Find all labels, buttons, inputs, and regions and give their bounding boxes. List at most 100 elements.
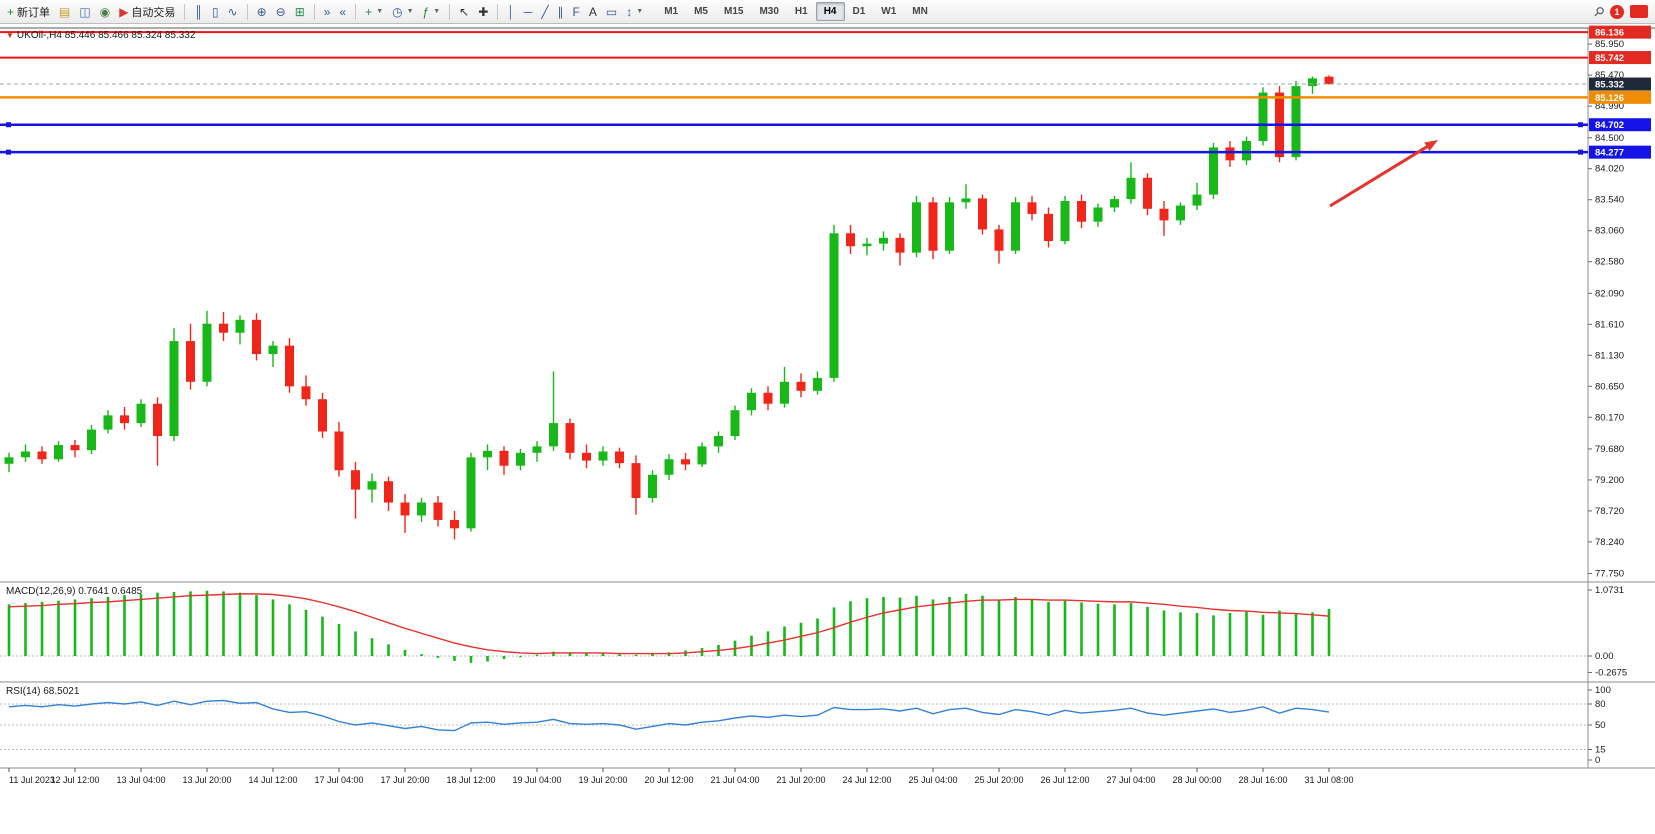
- notification-count-badge[interactable]: 1: [1610, 4, 1624, 19]
- horizontal-line-button[interactable]: ─: [520, 1, 537, 23]
- candle-body: [1093, 207, 1103, 222]
- candle-body: [153, 403, 162, 437]
- candle-body: [714, 436, 723, 447]
- cursor-icon: ↖: [459, 4, 470, 19]
- toolbar-separator: [313, 3, 315, 20]
- chart-shift-button[interactable]: «: [335, 1, 350, 23]
- fibonacci-icon: F: [572, 4, 580, 19]
- blue-support-line-upper-handle[interactable]: [6, 122, 11, 128]
- blue-support-line-lower-handle[interactable]: [1578, 149, 1583, 155]
- toolbar-separator: [449, 3, 451, 20]
- candle-body: [450, 519, 459, 529]
- time-axis-label: 25 Jul 20:00: [974, 775, 1023, 785]
- crosshair-button[interactable]: ✚: [474, 1, 492, 23]
- zoom-in-button[interactable]: ⊕: [253, 1, 271, 23]
- bars-chart-type-icon: ║: [194, 4, 203, 19]
- macd-axis-label: -0.2675: [1595, 667, 1627, 678]
- shapes-tool-button[interactable]: ▭: [602, 1, 621, 23]
- blue-support-line-lower-handle[interactable]: [6, 149, 11, 155]
- timeframe-m15-button[interactable]: M15: [724, 6, 744, 17]
- rsi-axis-label: 80: [1595, 699, 1606, 710]
- price-axis[interactable]: 85.950 85.470 84.990 84.500 84.020 83.540 83.0…: [1588, 25, 1651, 766]
- algo-trading-button[interactable]: ▶ 自动交易: [115, 1, 179, 23]
- candle-body: [301, 386, 311, 400]
- candle-body: [747, 392, 756, 411]
- tile-windows-icon: ⊞: [294, 4, 305, 19]
- price-axis-label: 80.170: [1595, 412, 1624, 423]
- timeframe-m5-button[interactable]: M5: [694, 6, 708, 17]
- candlestick-chart-type-icon: ▯: [211, 4, 219, 19]
- candle-body: [21, 451, 30, 458]
- time-axis-label: 28 Jul 16:00: [1238, 775, 1287, 785]
- arrows-tool-button[interactable]: ↕ ▼: [622, 1, 647, 23]
- candle-body: [846, 233, 855, 247]
- timeframe-selector: M1 M5 M15 M30 H1 H4 D1 W1 MN: [656, 2, 936, 21]
- bars-chart-type-button[interactable]: ║: [190, 1, 207, 23]
- price-chart[interactable]: 85.950 85.470 84.990 84.500 84.020 83.540 83.0…: [0, 24, 1655, 834]
- candle-body: [1192, 194, 1202, 206]
- timeframe-h1-button[interactable]: H1: [794, 6, 808, 17]
- macd-panel: [0, 590, 1588, 663]
- candle-body: [1077, 201, 1086, 222]
- time-axis-label: 27 Jul 04:00: [1106, 775, 1155, 785]
- cursor-button[interactable]: ↖: [455, 1, 473, 23]
- periods-icon: ◷: [392, 4, 403, 19]
- rsi-axis-label: 50: [1595, 720, 1606, 731]
- rsi-panel: [0, 699, 1588, 750]
- price-axis-label: 82.090: [1595, 288, 1624, 299]
- price-axis-label: 84.020: [1595, 164, 1624, 175]
- timeframe-h4-button[interactable]: H4: [815, 2, 845, 21]
- rsi-axis-label: 0: [1595, 755, 1600, 766]
- arrows-tool-icon: ↕: [626, 4, 633, 19]
- price-axis-label: 85.470: [1595, 70, 1624, 81]
- fibonacci-button[interactable]: F: [569, 1, 584, 23]
- candle-body: [582, 452, 591, 461]
- candle-body: [103, 415, 113, 430]
- new-order-button[interactable]: + 新订单: [3, 1, 54, 23]
- timeframe-mn-button[interactable]: MN: [912, 6, 928, 17]
- price-axis-label: 83.540: [1595, 195, 1624, 206]
- price-axis-label: 79.680: [1595, 444, 1624, 455]
- candle-body: [1027, 202, 1037, 214]
- data-window-button[interactable]: ◫: [75, 1, 94, 23]
- candle-body: [367, 481, 377, 490]
- horizontal-line-icon: ─: [523, 4, 533, 19]
- candle-body: [780, 381, 789, 404]
- text-tool-button[interactable]: A: [585, 1, 601, 23]
- timeframe-d1-button[interactable]: D1: [852, 6, 866, 17]
- candlestick-chart-type-button[interactable]: ▯: [208, 1, 223, 23]
- zoom-in-icon: ⊕: [256, 4, 267, 19]
- candle-body: [268, 345, 278, 355]
- indicators-button[interactable]: ƒ ▼: [419, 1, 445, 23]
- candle-body: [70, 445, 80, 451]
- chart-window[interactable]: 85.950 85.470 84.990 84.500 84.020 83.540 83.0…: [0, 24, 1655, 834]
- candlesticks: [4, 75, 1334, 540]
- candle-body: [1011, 202, 1020, 251]
- candle-body: [730, 410, 740, 437]
- zoom-out-button[interactable]: ⊖: [272, 1, 290, 23]
- market-watch-button[interactable]: ▤: [55, 1, 74, 23]
- equidistant-channel-button[interactable]: ∥: [554, 1, 568, 23]
- timeframe-m30-button[interactable]: M30: [759, 6, 779, 17]
- candle-body: [912, 202, 921, 253]
- search-icon[interactable]: ⚲: [1590, 2, 1609, 20]
- vertical-line-button[interactable]: │: [503, 1, 519, 23]
- shapes-tool-icon: ▭: [605, 4, 618, 19]
- time-axis-label: 28 Jul 00:00: [1172, 775, 1221, 785]
- blue-support-line-upper-handle[interactable]: [1578, 122, 1583, 128]
- timeframe-m1-button[interactable]: M1: [664, 6, 679, 17]
- timeframe-w1-button[interactable]: W1: [881, 6, 897, 17]
- new-order-button-label: 新订单: [17, 6, 51, 19]
- trendline-button[interactable]: ╱: [537, 1, 552, 23]
- navigator-button[interactable]: ◉: [96, 1, 114, 23]
- arrow-annotation[interactable]: [1329, 140, 1438, 208]
- auto-scroll-button[interactable]: »: [320, 1, 335, 23]
- line-chart-type-button[interactable]: ∿: [224, 1, 242, 23]
- candle-body: [1143, 177, 1152, 209]
- algo-trading-icon: ▶: [119, 4, 129, 19]
- macd-signal-line: [8, 593, 1330, 655]
- new-chart-button[interactable]: + ▼: [361, 1, 387, 23]
- tile-windows-button[interactable]: ⊞: [291, 1, 309, 23]
- periods-button[interactable]: ◷ ▼: [388, 1, 417, 23]
